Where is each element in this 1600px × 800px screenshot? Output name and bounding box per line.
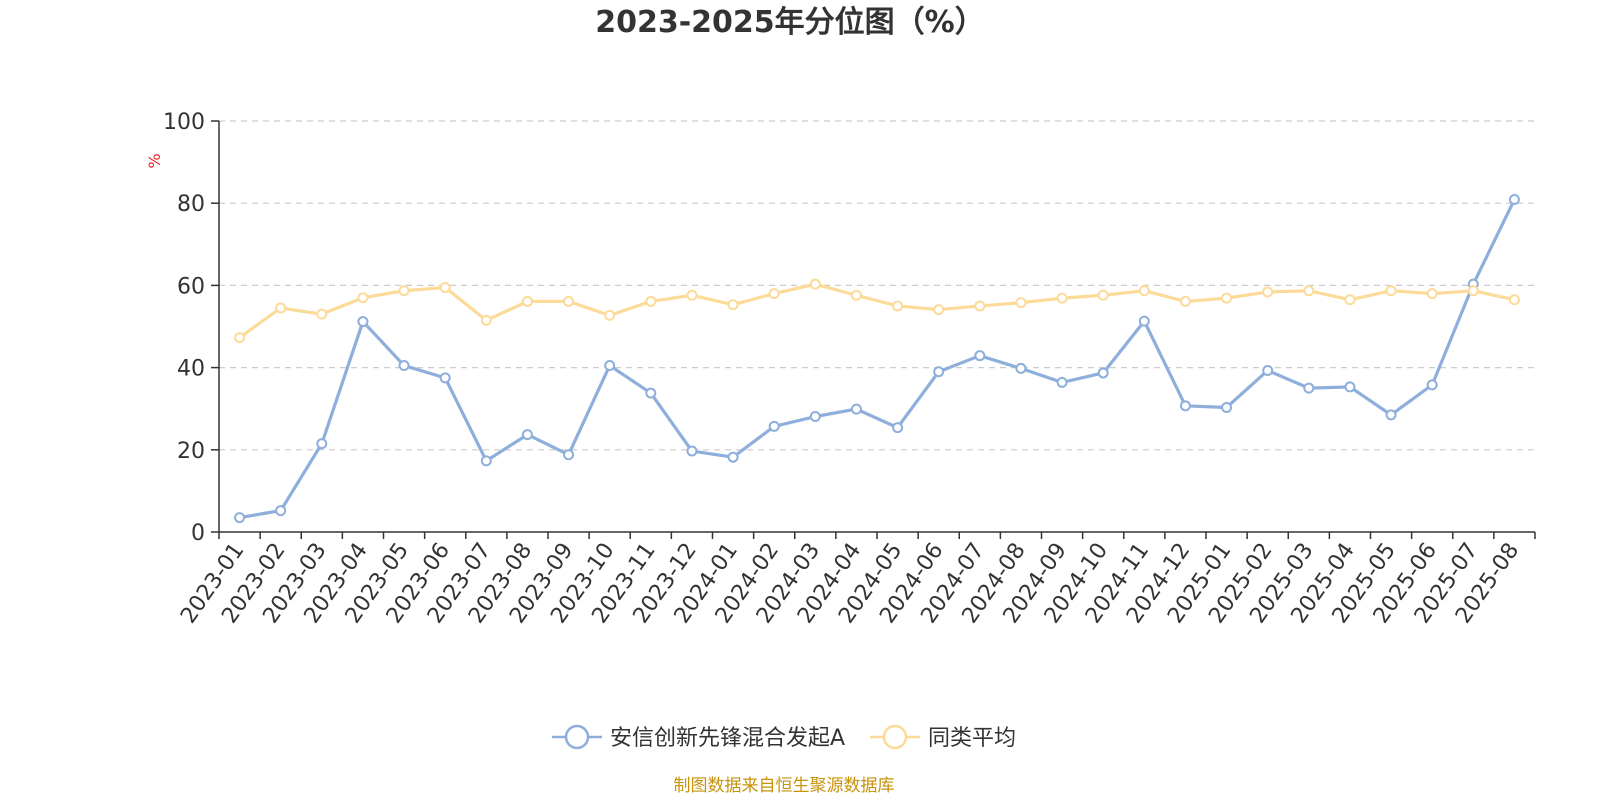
y-axis-unit: % (145, 153, 164, 168)
data-point[interactable] (1385, 285, 1397, 297)
legend-marker-icon (882, 724, 908, 750)
grid-lines (219, 120, 1535, 451)
data-point[interactable] (1303, 285, 1315, 297)
data-point[interactable] (645, 387, 657, 399)
y-tick-label: 20 (177, 439, 205, 464)
data-point[interactable] (1015, 362, 1027, 374)
data-point[interactable] (480, 455, 492, 467)
series-line (239, 198, 1516, 520)
y-tick-label: 60 (177, 274, 205, 299)
data-point[interactable] (1426, 379, 1438, 391)
data-point[interactable] (686, 289, 698, 301)
data-point[interactable] (1056, 376, 1068, 388)
data-point[interactable] (974, 350, 986, 362)
data-point[interactable] (1467, 285, 1479, 297)
y-tick-label: 80 (177, 192, 205, 217)
y-tick-label: 40 (177, 357, 205, 382)
data-point[interactable] (316, 308, 328, 320)
data-point[interactable] (1262, 286, 1274, 298)
chart-title: 2023-2025年分位图（%） (595, 5, 985, 40)
data-point[interactable] (686, 445, 698, 457)
legend-label: 安信创新先锋混合发起A (610, 726, 845, 751)
data-point[interactable] (727, 299, 739, 311)
data-point[interactable] (809, 411, 821, 423)
legend-marker-icon (564, 724, 590, 750)
data-point[interactable] (521, 295, 533, 307)
data-point[interactable] (1344, 294, 1356, 306)
data-point[interactable] (1303, 382, 1315, 394)
axes (211, 120, 1536, 539)
data-point[interactable] (1385, 409, 1397, 421)
data-point[interactable] (439, 281, 451, 293)
series-0 (234, 194, 1520, 524)
data-point[interactable] (1097, 367, 1109, 379)
legend-item[interactable]: 同类平均 (870, 724, 1016, 751)
data-point[interactable] (563, 449, 575, 461)
data-point[interactable] (357, 292, 369, 304)
data-point[interactable] (850, 289, 862, 301)
data-point[interactable] (809, 278, 821, 290)
legend[interactable]: 安信创新先锋混合发起A 同类平均 (552, 724, 1016, 751)
data-point[interactable] (234, 512, 246, 524)
data-point[interactable] (234, 332, 246, 344)
y-tick-label: 100 (163, 110, 205, 135)
data-point[interactable] (768, 420, 780, 432)
data-point[interactable] (604, 360, 616, 372)
data-point[interactable] (933, 366, 945, 378)
data-point[interactable] (974, 300, 986, 312)
data-point[interactable] (1056, 292, 1068, 304)
data-point[interactable] (480, 314, 492, 326)
legend-label: 同类平均 (928, 726, 1016, 751)
data-point[interactable] (933, 304, 945, 316)
data-point[interactable] (1138, 315, 1150, 327)
data-point[interactable] (1344, 381, 1356, 393)
data-point[interactable] (316, 438, 328, 450)
data-point[interactable] (398, 360, 410, 372)
data-point[interactable] (1015, 297, 1027, 309)
legend-item[interactable]: 安信创新先锋混合发起A (552, 724, 845, 751)
data-point[interactable] (1179, 295, 1191, 307)
data-point[interactable] (727, 451, 739, 463)
data-point[interactable] (892, 422, 904, 434)
data-point[interactable] (850, 403, 862, 415)
data-point[interactable] (398, 285, 410, 297)
data-point[interactable] (1221, 401, 1233, 413)
data-point[interactable] (892, 300, 904, 312)
data-point[interactable] (521, 429, 533, 441)
data-point[interactable] (604, 309, 616, 321)
data-point[interactable] (1508, 194, 1520, 206)
data-point[interactable] (1508, 294, 1520, 306)
source-note: 制图数据来自恒生聚源数据库 (674, 776, 895, 796)
data-point[interactable] (1426, 288, 1438, 300)
data-point[interactable] (275, 505, 287, 517)
data-point[interactable] (768, 288, 780, 300)
series-1 (234, 278, 1520, 344)
data-point[interactable] (563, 295, 575, 307)
data-point[interactable] (1179, 400, 1191, 412)
data-point[interactable] (1262, 364, 1274, 376)
series-line (238, 282, 1515, 339)
y-tick-label: 0 (191, 521, 205, 546)
data-point[interactable] (645, 295, 657, 307)
x-tick-labels: 2023-012023-022023-032023-042023-052023-… (176, 539, 1524, 629)
data-point[interactable] (275, 302, 287, 314)
y-tick-labels: 0 20 40 60 80 100 (163, 110, 205, 546)
data-point[interactable] (1221, 292, 1233, 304)
data-point[interactable] (439, 372, 451, 384)
series-group (234, 194, 1520, 524)
data-point[interactable] (1097, 289, 1109, 301)
data-point[interactable] (357, 316, 369, 328)
data-point[interactable] (1138, 285, 1150, 297)
